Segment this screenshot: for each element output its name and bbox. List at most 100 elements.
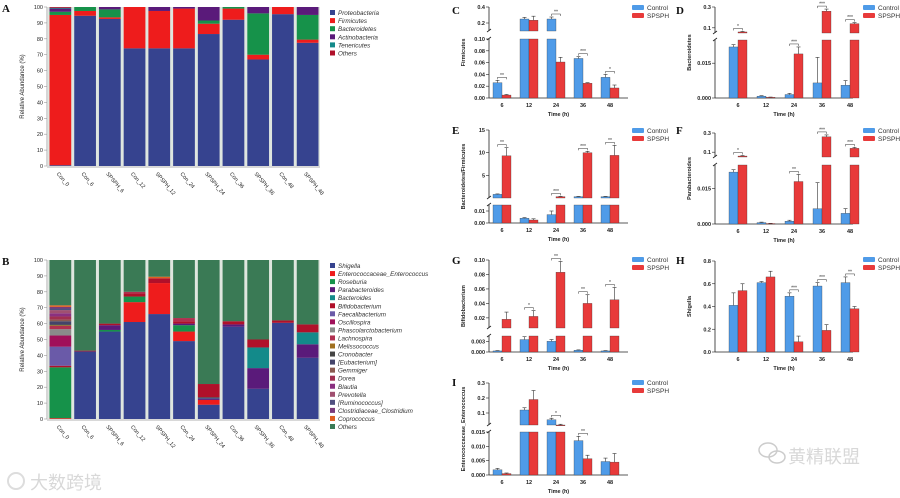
- y-tick-label: 0.06: [474, 61, 485, 67]
- bar-segment: [173, 325, 195, 332]
- bar-segment: [98, 260, 121, 324]
- significance-label: *: [737, 148, 739, 154]
- panel-letter: G: [452, 255, 461, 267]
- significance-label: ***: [847, 15, 853, 21]
- x-axis-label: Time (h): [548, 489, 569, 495]
- bar-spsph-upper: [528, 316, 539, 329]
- bar-segment: [98, 325, 121, 330]
- bar-segment: [49, 7, 72, 9]
- legend-label: Blautia: [338, 384, 358, 391]
- bar-segment: [296, 357, 319, 419]
- legend-label: SPSPH: [878, 13, 900, 20]
- y-tick-label: 90: [37, 274, 43, 280]
- y-tick-label: 0.2: [477, 396, 485, 402]
- x-tick-label: 24: [553, 103, 560, 109]
- axis-break-mark: [486, 195, 492, 200]
- bar-segment: [197, 7, 220, 21]
- bar-spsph-lower: [849, 39, 860, 99]
- y-tick-label: 100: [34, 258, 43, 264]
- significance-label: *: [609, 67, 611, 73]
- legend-label: Bacteroidetes: [338, 26, 377, 33]
- x-tick-label: Con_36: [228, 171, 245, 190]
- legend-label: [Eubacterium]: [337, 360, 377, 367]
- y-tick-label: 40: [37, 100, 43, 106]
- x-tick-label: Con_12: [129, 424, 146, 443]
- legend-swatch: [330, 367, 335, 373]
- significance-bracket: [497, 144, 507, 147]
- panel-letter: I: [452, 377, 456, 389]
- bar-segment: [98, 329, 121, 332]
- y-axis-label: Enterococcaceae_Enterococcus: [461, 387, 467, 472]
- bar-segment: [98, 7, 121, 10]
- y-tick-label: 0.003: [471, 339, 485, 345]
- bar-segment: [148, 10, 171, 49]
- legend-swatch: [330, 303, 335, 309]
- bar-segment: [197, 404, 220, 419]
- bar-segment: [173, 8, 195, 49]
- significance-bracket: [497, 77, 507, 80]
- significance-bracket: [789, 289, 799, 292]
- legend-swatch: [632, 13, 644, 18]
- x-tick-label: 24: [791, 103, 798, 109]
- legend-swatch: [632, 136, 644, 141]
- legend-label: Proteobacteria: [338, 10, 379, 17]
- bar-control: [519, 218, 530, 224]
- x-tick-label: 36: [580, 103, 586, 109]
- legend-label: Phascolarctobacterium: [338, 327, 402, 334]
- x-tick-label: 12: [526, 103, 532, 109]
- bar-segment: [272, 14, 294, 167]
- bar-segment: [74, 15, 96, 167]
- bar-segment: [247, 388, 270, 419]
- y-tick-label: 0.015: [697, 61, 711, 67]
- significance-bracket: [551, 415, 561, 418]
- y-tick-label: 0.0: [703, 350, 711, 356]
- y-axis-label: Bifidobacterium: [461, 285, 467, 327]
- x-axis-label: Time (h): [548, 237, 569, 243]
- bar-segment: [49, 346, 72, 366]
- bar-control: [573, 58, 584, 99]
- legend-swatch: [330, 383, 335, 389]
- bar-segment: [173, 323, 195, 326]
- legend-swatch: [863, 128, 875, 133]
- x-tick-label: 24: [791, 229, 798, 235]
- bar-control-lower: [546, 38, 557, 99]
- legend-swatch: [330, 50, 335, 56]
- bar-spsph-lower: [555, 204, 566, 224]
- bar-segment: [49, 7, 72, 8]
- bar-segment: [123, 296, 146, 303]
- legend-swatch: [632, 265, 644, 270]
- bar-segment: [49, 313, 72, 317]
- x-tick-label: 36: [580, 357, 586, 363]
- bar-control: [519, 339, 530, 353]
- bar-spsph: [609, 461, 620, 476]
- legend-swatch: [632, 380, 644, 385]
- bar-segment: [49, 335, 72, 347]
- bar-segment: [49, 14, 72, 166]
- bar-spsph: [765, 97, 776, 99]
- bar-spsph-upper: [555, 424, 566, 426]
- significance-bracket: [605, 71, 615, 74]
- bar-spsph-upper: [501, 155, 512, 199]
- y-tick-label: 90: [37, 21, 43, 27]
- y-tick-label: 80: [37, 37, 43, 43]
- bar-segment: [296, 260, 319, 325]
- legend-label: Control: [647, 128, 669, 135]
- bar-segment: [247, 7, 270, 14]
- y-axis-label: Firmicutes: [461, 39, 467, 67]
- bar-control: [492, 469, 503, 476]
- bar-control: [573, 440, 584, 476]
- legend-swatch: [330, 424, 335, 429]
- axis-break-mark: [486, 325, 492, 330]
- bar-spsph-upper: [737, 155, 748, 158]
- axis-break-mark: [486, 28, 492, 33]
- bar-spsph-upper: [501, 319, 512, 329]
- bar-segment: [296, 42, 319, 166]
- bar-segment: [173, 331, 195, 342]
- bar-segment: [247, 347, 270, 369]
- bar-control: [492, 82, 503, 99]
- wechat-icon: [758, 442, 786, 464]
- x-tick-label: SPSPH_48: [302, 424, 324, 449]
- bar-segment: [197, 20, 220, 24]
- x-tick-label: Con_6: [80, 171, 95, 187]
